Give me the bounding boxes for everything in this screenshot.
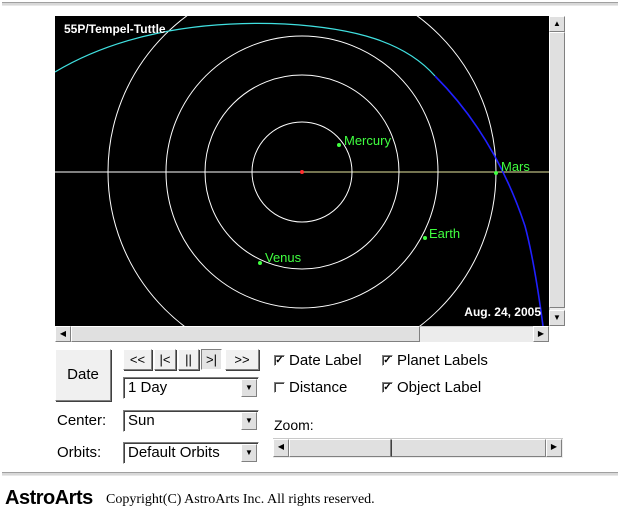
date-label-checkbox-text: Date Label (289, 352, 362, 369)
center-label: Center: (57, 412, 107, 429)
forward-button[interactable]: >> (225, 349, 259, 370)
date-label: Aug. 24, 2005 (464, 305, 541, 319)
planet-label-mercury: Mercury (344, 133, 391, 148)
venus-marker (258, 261, 262, 265)
zoom-slider-thumb[interactable] (391, 439, 546, 457)
object-label-checkbox-text: Object Label (397, 379, 482, 396)
bottom-divider (2, 472, 618, 476)
horizontal-scrollbar[interactable]: ◀ ▶ (55, 326, 549, 342)
rewind-button[interactable]: << (123, 349, 152, 370)
orbit-canvas (55, 16, 549, 326)
checkbox-checked-icon[interactable]: ✓ (274, 355, 285, 366)
scroll-left-button[interactable]: ◀ (55, 326, 71, 342)
step-back-button[interactable]: |< (154, 349, 176, 370)
checkbox-checked-icon[interactable]: ✓ (382, 355, 393, 366)
step-select-value: 1 Day (128, 379, 168, 396)
pause-button[interactable]: || (178, 349, 199, 370)
chevron-down-icon[interactable]: ▼ (241, 379, 257, 397)
comet-orbit-above (55, 22, 436, 77)
vertical-scrollbar[interactable]: ▲ ▼ (549, 16, 565, 326)
chevron-down-icon[interactable]: ▼ (241, 444, 257, 462)
vertical-scroll-thumb[interactable] (549, 32, 565, 308)
sun-marker (300, 170, 304, 174)
object-label: 55P/Tempel-Tuttle (64, 22, 166, 36)
planet-label-earth: Earth (429, 226, 461, 241)
scroll-up-button[interactable]: ▲ (549, 16, 565, 32)
mercury-marker (337, 143, 341, 147)
orbits-select-value: Default Orbits (128, 444, 220, 461)
orbits-label: Orbits: (57, 444, 102, 461)
astroarts-logo: AstroArts (5, 487, 93, 509)
zoom-label: Zoom: (274, 417, 314, 433)
horizontal-scroll-thumb[interactable] (71, 326, 420, 342)
scroll-right-button[interactable]: ▶ (533, 326, 549, 342)
zoom-track-left (289, 439, 391, 457)
chevron-down-icon[interactable]: ▼ (241, 412, 257, 430)
mars-marker (494, 171, 498, 175)
zoom-slider[interactable]: ◀ ▶ (273, 438, 563, 458)
scroll-down-button[interactable]: ▼ (549, 310, 565, 326)
orbit-view[interactable]: 55P/Tempel-Tuttle Aug. 24, 2005 Mercury … (55, 16, 549, 326)
date-button[interactable]: Date (55, 349, 111, 401)
distance-checkbox-text: Distance (289, 379, 348, 396)
zoom-out-button[interactable]: ◀ (273, 439, 289, 457)
center-select-value: Sun (128, 412, 155, 429)
step-select[interactable]: 1 Day ▼ (123, 377, 259, 399)
venus-orbit (204, 74, 400, 270)
checkbox-checked-icon[interactable]: ✓ (382, 382, 393, 393)
comet-orbit-below (434, 75, 544, 326)
top-divider (2, 2, 618, 6)
earth-marker (423, 236, 427, 240)
zoom-in-button[interactable]: ▶ (546, 439, 562, 457)
step-forward-button[interactable]: >| (201, 349, 222, 370)
checkbox-unchecked-icon[interactable] (274, 382, 285, 393)
planet-label-venus: Venus (265, 250, 302, 265)
mercury-orbit (251, 121, 353, 223)
orbits-select[interactable]: Default Orbits ▼ (123, 442, 259, 464)
center-select[interactable]: Sun ▼ (123, 410, 259, 432)
earth-orbit (165, 35, 439, 309)
copyright-text: Copyright(C) AstroArts Inc. All rights r… (106, 492, 375, 507)
planet-label-mars: Mars (501, 159, 530, 174)
planet-labels-checkbox-text: Planet Labels (397, 352, 488, 369)
